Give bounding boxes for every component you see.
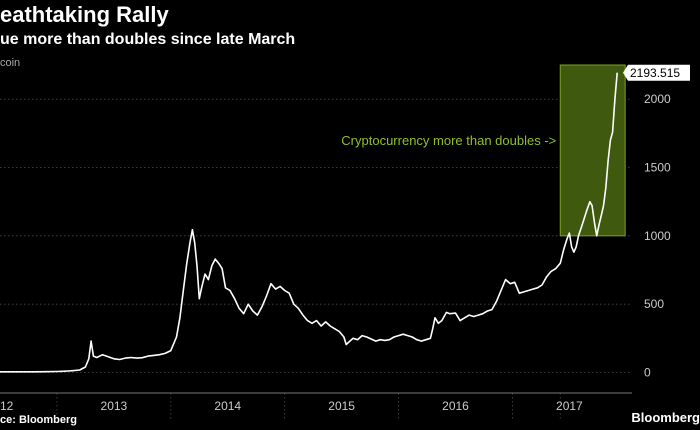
- grid-lines: [0, 98, 632, 421]
- axes: 0 500 1000 1500 2000 2012 2013 2014 2015 2016 2017: [0, 92, 671, 413]
- y-axis-unit-label: coin: [0, 57, 21, 69]
- series-layer: [0, 72, 618, 373]
- source-note: ce: Bloomberg: [0, 414, 78, 426]
- highlight-region: Cryptocurrency more than doubles ->: [341, 64, 626, 237]
- bloomberg-logo-text: Bloomberg: [631, 410, 700, 425]
- last-value-badge: [623, 64, 690, 81]
- last-value-label: 2193.515: [630, 66, 680, 80]
- value-labels: 2193.515: [623, 64, 690, 81]
- y-tick-label: 0: [644, 366, 651, 380]
- chart-title: eathtaking Rally: [0, 2, 169, 27]
- x-tick-label: 2016: [442, 399, 469, 413]
- chart-subtitle: ue more than doubles since late March: [0, 31, 296, 48]
- y-tick-label: 1000: [644, 229, 671, 243]
- x-tick-label: 2013: [101, 399, 128, 413]
- x-tick-label: 2014: [214, 399, 241, 413]
- x-tick-label: 2012: [0, 399, 14, 413]
- y-tick-label: 1500: [644, 161, 671, 175]
- highlight-annotation: Cryptocurrency more than doubles ->: [341, 133, 556, 148]
- x-tick-label: 2017: [556, 399, 583, 413]
- series-line-bitcoin: [0, 72, 618, 373]
- y-tick-label: 2000: [644, 92, 671, 106]
- y-tick-label: 500: [644, 297, 664, 311]
- x-tick-label: 2015: [328, 399, 355, 413]
